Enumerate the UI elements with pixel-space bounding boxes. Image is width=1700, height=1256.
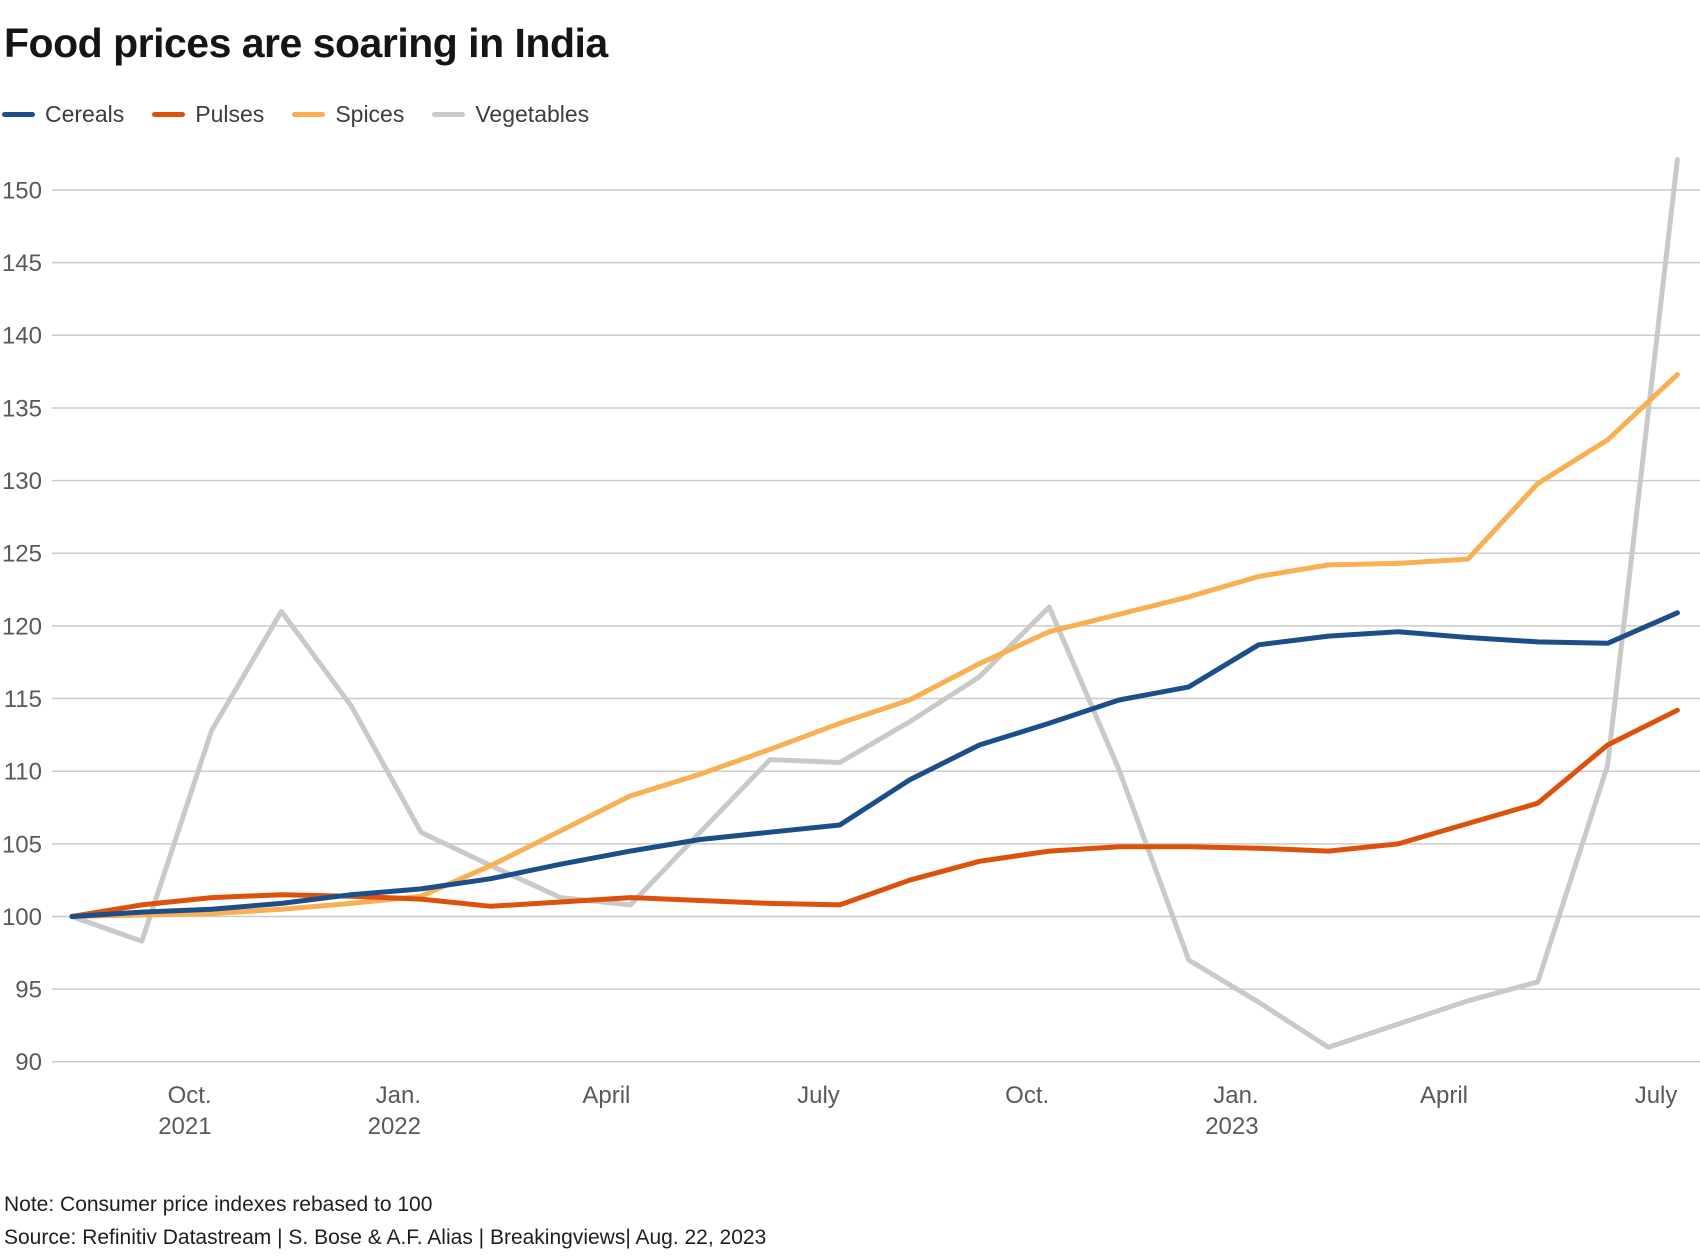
y-axis-label: 140 <box>2 323 42 350</box>
legend-swatch-pulses <box>152 112 186 117</box>
legend-item-cereals: Cereals <box>2 101 124 128</box>
y-axis-label: 120 <box>2 613 42 640</box>
y-axis-label: 115 <box>4 686 42 713</box>
y-axis-label: 150 <box>2 177 42 204</box>
y-axis-label: 95 <box>15 977 42 1004</box>
x-axis-label: April <box>1420 1082 1468 1109</box>
footer-note: Note: Consumer price indexes rebased to … <box>4 1193 433 1216</box>
footer: Note: Consumer price indexes rebased to … <box>4 1188 766 1254</box>
x-axis-label: Jan. <box>1213 1082 1258 1109</box>
legend-swatch-spices <box>292 112 326 117</box>
legend-label: Spices <box>335 101 405 127</box>
x-axis-label: April <box>582 1082 630 1109</box>
y-axis-label: 90 <box>15 1049 42 1076</box>
y-axis-label: 100 <box>2 904 42 931</box>
y-axis-label: 110 <box>4 759 42 786</box>
legend-swatch-vegetables <box>432 112 466 117</box>
legend-item-pulses: Pulses <box>152 101 264 128</box>
legend-swatch-cereals <box>2 112 35 117</box>
legend-item-vegetables: Vegetables <box>432 101 589 128</box>
legend-label: Pulses <box>195 101 265 127</box>
y-axis-label: 130 <box>2 468 42 495</box>
series-line-vegetables <box>69 157 1680 1050</box>
series-line-cereals <box>69 610 1680 919</box>
x-axis-label: Jan. <box>376 1082 421 1109</box>
footer-source: Source: Refinitiv Datastream | S. Bose &… <box>4 1226 767 1249</box>
legend: Cereals Pulses Spices Vegetables <box>2 101 589 128</box>
x-axis-label: Oct. <box>1005 1082 1049 1109</box>
x-axis-label: Oct. <box>168 1082 212 1109</box>
x-axis-label: July <box>1635 1082 1678 1109</box>
y-axis-label: 135 <box>2 395 42 422</box>
x-axis-year-label: 2021 <box>158 1113 211 1140</box>
x-axis-year-label: 2022 <box>368 1113 421 1140</box>
x-axis-year-label: 2023 <box>1205 1113 1258 1140</box>
y-axis-label: 125 <box>2 541 42 568</box>
page-title: Food prices are soaring in India <box>4 20 608 66</box>
legend-item-spices: Spices <box>292 101 404 128</box>
series-line-spices <box>69 372 1680 919</box>
y-axis-label: 145 <box>2 250 42 277</box>
legend-label: Vegetables <box>475 101 590 127</box>
x-axis-label: July <box>797 1082 840 1109</box>
legend-label: Cereals <box>45 101 125 127</box>
y-axis-label: 105 <box>2 831 42 858</box>
